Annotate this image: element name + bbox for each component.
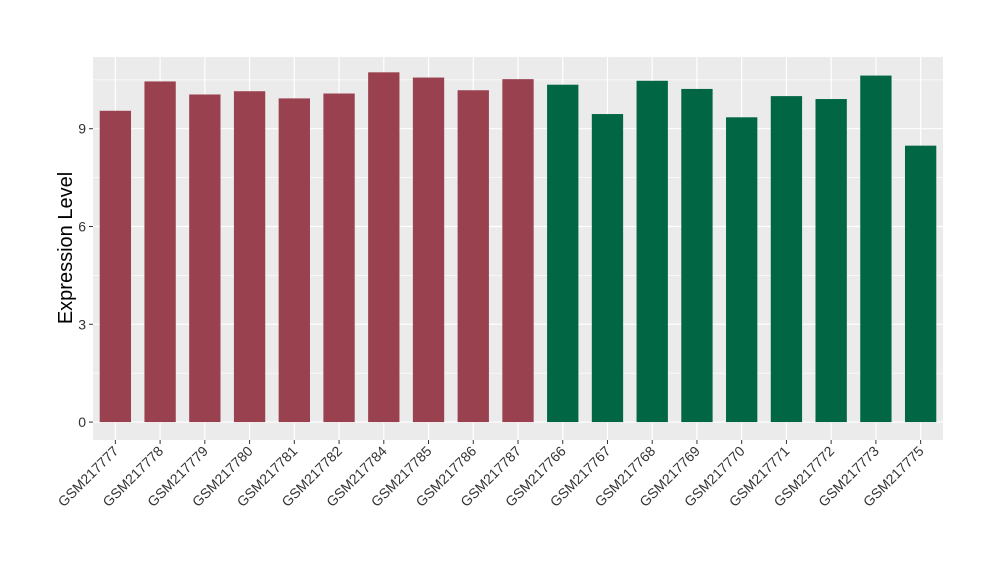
bar-GSM217780 <box>233 91 266 423</box>
bar-GSM217786 <box>457 90 489 423</box>
bar-GSM217784 <box>368 72 400 423</box>
bar-GSM217773 <box>860 75 892 423</box>
bar-GSM217775 <box>904 145 937 423</box>
bar-GSM217772 <box>815 99 847 423</box>
bar-GSM217777 <box>99 110 132 423</box>
bar-GSM217781 <box>278 98 310 423</box>
y-axis-title: Expression Level <box>55 172 77 324</box>
bar-GSM217767 <box>591 114 624 423</box>
y-tick-label: 6 <box>78 218 86 234</box>
bar-GSM217770 <box>726 117 758 423</box>
bar-GSM217787 <box>502 79 534 423</box>
y-tick-label: 9 <box>78 121 86 137</box>
bar-GSM217778 <box>144 81 176 423</box>
bar-GSM217768 <box>636 80 668 423</box>
bar-GSM217782 <box>323 93 355 423</box>
bars <box>99 72 937 423</box>
bar-GSM217771 <box>770 96 803 423</box>
y-tick-label: 3 <box>78 316 86 332</box>
bar-GSM217766 <box>547 84 579 423</box>
bar-GSM217785 <box>412 77 445 423</box>
x-axis: GSM217777GSM217778GSM217779GSM217780GSM2… <box>55 440 927 510</box>
bar-GSM217779 <box>189 94 221 423</box>
y-axis: 0 3 6 9 <box>78 121 93 430</box>
y-tick-label: 0 <box>78 414 86 430</box>
bar-GSM217769 <box>681 88 713 423</box>
